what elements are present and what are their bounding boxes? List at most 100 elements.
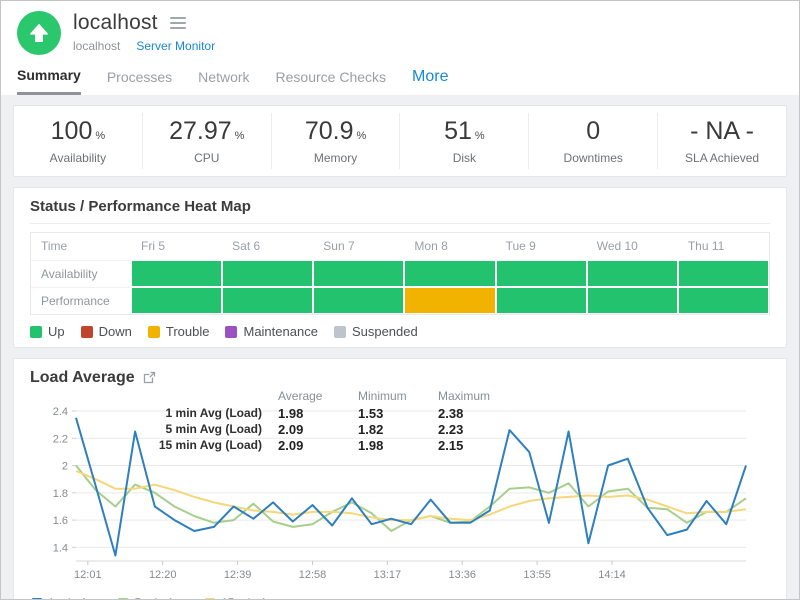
hamburger-menu-icon[interactable]	[168, 15, 188, 31]
stat-value: - NA -	[690, 117, 754, 145]
heatmap-cell-up[interactable]	[677, 260, 769, 287]
heatmap-cell-up[interactable]	[222, 260, 314, 287]
summary-value: 1.98	[278, 406, 304, 421]
tab-more[interactable]: More	[412, 67, 449, 85]
heatmap-row-label: Availability	[31, 260, 131, 287]
heatmap-time-header: Time	[41, 239, 68, 253]
load-average-chart: 2.4 2.2 2 1.8 1.6 1.4 12:01 12:20 12:39 12:58 13:1…	[30, 389, 770, 594]
svg-text:2: 2	[62, 461, 68, 473]
heatmap-column-header: Thu 11	[687, 239, 725, 253]
svg-text:1.8: 1.8	[53, 488, 68, 500]
chart-legend-item-15-min-avg: 15 min Avg	[204, 596, 280, 599]
heatmap-cell-up[interactable]	[677, 287, 769, 314]
summary-value: 2.23	[438, 422, 464, 437]
legend-label: Suspended	[351, 324, 418, 339]
heatmap-cell-up[interactable]	[222, 287, 314, 314]
stat-label: CPU	[194, 151, 220, 165]
stat-value: 51	[444, 117, 472, 145]
stat-value: 100	[50, 117, 93, 145]
stat-memory: 70.9% Memory	[272, 113, 401, 169]
stat-value-row: 51%	[400, 117, 528, 146]
svg-text:12:01: 12:01	[74, 569, 102, 581]
heatmap-cell-up[interactable]	[404, 260, 496, 287]
svg-text:2.4: 2.4	[53, 406, 68, 418]
stat-unit: %	[95, 130, 106, 142]
heatmap-cell-up[interactable]	[586, 260, 678, 287]
tab-summary[interactable]: Summary	[17, 67, 81, 95]
status-up-icon	[17, 11, 61, 55]
legend-swatch	[32, 598, 42, 599]
heatmap-cell-up[interactable]	[586, 287, 678, 314]
stat-unit: %	[234, 130, 245, 142]
summary-value: 1.98	[358, 438, 384, 453]
legend-label: Maintenance	[243, 324, 318, 339]
summary-header-average: Average	[278, 389, 323, 403]
svg-text:1.4: 1.4	[53, 542, 68, 554]
stat-label: Availability	[49, 151, 107, 165]
legend-swatch	[204, 598, 215, 599]
legend-swatch	[118, 598, 129, 599]
stat-value-row: 100%	[14, 117, 142, 146]
chart-summary-table: Average Minimum Maximum 1 min Avg (Load) 1.9…	[130, 389, 518, 453]
stat-value-row: 0	[529, 117, 657, 146]
svg-text:13:55: 13:55	[523, 569, 551, 581]
svg-text:13:17: 13:17	[374, 569, 402, 581]
heatmap-cell-up[interactable]	[313, 260, 405, 287]
tab-bar: Summary Processes Network Resource Checks Mo…	[1, 55, 799, 95]
heatmap-legend: Up Down Trouble Maintenance Suspended	[30, 324, 770, 339]
heatmap-column-header: Sat 6	[232, 239, 261, 253]
summary-stats-card: 100% Availability 27.97% CPU 70.9% Memory 51% D…	[13, 105, 787, 177]
heatmap-column-header: Wed 10	[596, 239, 638, 253]
summary-value: 2.38	[438, 406, 464, 421]
summary-row-label: 1 min Avg (Load)	[165, 406, 262, 420]
stat-value: 70.9	[304, 117, 354, 145]
series-line-15-min-avg	[75, 470, 747, 522]
chart-legend-item-1-min-avg: 1 min Avg	[32, 596, 100, 599]
heatmap-table: Time Fri 5 Sat 6 Sun 7 Mon 8 Tue 9 Wed 10 Thu 1…	[30, 232, 770, 315]
up-arrow-icon	[30, 24, 48, 42]
summary-value: 2.09	[278, 438, 304, 453]
page-title: localhost	[73, 11, 158, 34]
tab-resource-checks[interactable]: Resource Checks	[275, 68, 387, 85]
stat-value-row: 27.97%	[143, 117, 271, 146]
summary-header-maximum: Maximum	[438, 389, 491, 403]
heatmap-cell-up[interactable]	[131, 260, 223, 287]
stat-downtimes: 0 Downtimes	[529, 113, 659, 169]
legend-label: Up	[48, 324, 65, 339]
chart-legend-item-5-min-avg: 5 min Avg	[118, 596, 187, 599]
heatmap-cell-up[interactable]	[131, 287, 223, 314]
heatmap-cell-up[interactable]	[495, 260, 587, 287]
summary-corner	[130, 389, 278, 405]
stat-label: Disk	[452, 151, 477, 165]
server-monitor-link[interactable]: Server Monitor	[136, 39, 216, 53]
heatmap-title: Status / Performance Heat Map	[30, 198, 770, 224]
tab-processes[interactable]: Processes	[106, 68, 173, 85]
stat-value-row: 70.9%	[272, 117, 400, 146]
summary-row-label: 5 min Avg (Load)	[165, 422, 262, 436]
tab-network[interactable]: Network	[198, 68, 250, 85]
summary-header-minimum: Minimum	[358, 389, 407, 403]
stat-label: Memory	[313, 151, 358, 165]
svg-text:12:58: 12:58	[299, 569, 327, 581]
stat-label: Downtimes	[563, 151, 623, 165]
heatmap-cell-trouble[interactable]	[404, 287, 496, 314]
breadcrumb: localhost Server Monitor	[73, 39, 215, 53]
heatmap-column-header: Mon 8	[414, 239, 448, 253]
stat-value-row: - NA -	[658, 117, 786, 146]
legend-swatch	[333, 325, 346, 338]
svg-text:12:20: 12:20	[149, 569, 177, 581]
heatmap-card: Status / Performance Heat Map Time Fri 5 S…	[13, 187, 787, 348]
legend-swatch	[225, 325, 238, 338]
heatmap-cell-up[interactable]	[495, 287, 587, 314]
legend-item-maintenance: Maintenance	[225, 324, 318, 339]
open-in-new-icon[interactable]	[143, 371, 156, 384]
svg-text:14:14: 14:14	[598, 569, 626, 581]
legend-label: 15 min Avg	[221, 596, 280, 599]
stat-unit: %	[356, 130, 367, 142]
stat-cpu: 27.97% CPU	[143, 113, 272, 169]
monitor-header: localhost localhost Server Monitor	[1, 1, 799, 55]
summary-row-label: 15 min Avg (Load)	[158, 438, 262, 452]
heatmap-column-header: Fri 5	[141, 239, 165, 253]
heatmap-cell-up[interactable]	[313, 287, 405, 314]
legend-label: 1 min Avg	[48, 596, 100, 599]
